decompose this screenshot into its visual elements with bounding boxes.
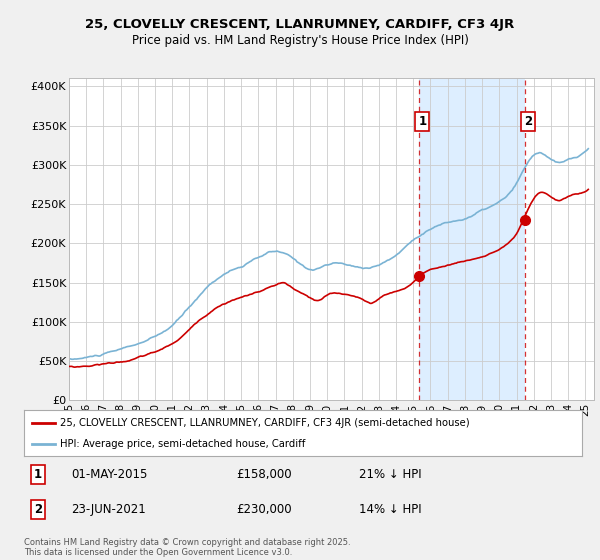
Text: 21% ↓ HPI: 21% ↓ HPI xyxy=(359,468,421,481)
Text: Contains HM Land Registry data © Crown copyright and database right 2025.
This d: Contains HM Land Registry data © Crown c… xyxy=(24,538,350,557)
Text: 25, CLOVELLY CRESCENT, LLANRUMNEY, CARDIFF, CF3 4JR (semi-detached house): 25, CLOVELLY CRESCENT, LLANRUMNEY, CARDI… xyxy=(60,418,470,428)
Text: £158,000: £158,000 xyxy=(236,468,292,481)
Text: 2: 2 xyxy=(34,503,42,516)
Bar xyxy=(419,78,524,400)
Text: 2: 2 xyxy=(524,115,532,128)
Text: 1: 1 xyxy=(418,115,427,128)
Text: 25, CLOVELLY CRESCENT, LLANRUMNEY, CARDIFF, CF3 4JR: 25, CLOVELLY CRESCENT, LLANRUMNEY, CARDI… xyxy=(85,18,515,31)
Text: 14% ↓ HPI: 14% ↓ HPI xyxy=(359,503,421,516)
Text: 01-MAY-2015: 01-MAY-2015 xyxy=(71,468,148,481)
Text: 1: 1 xyxy=(34,468,42,481)
Text: Price paid vs. HM Land Registry's House Price Index (HPI): Price paid vs. HM Land Registry's House … xyxy=(131,34,469,47)
Text: HPI: Average price, semi-detached house, Cardiff: HPI: Average price, semi-detached house,… xyxy=(60,439,305,449)
Text: 23-JUN-2021: 23-JUN-2021 xyxy=(71,503,146,516)
Text: £230,000: £230,000 xyxy=(236,503,292,516)
